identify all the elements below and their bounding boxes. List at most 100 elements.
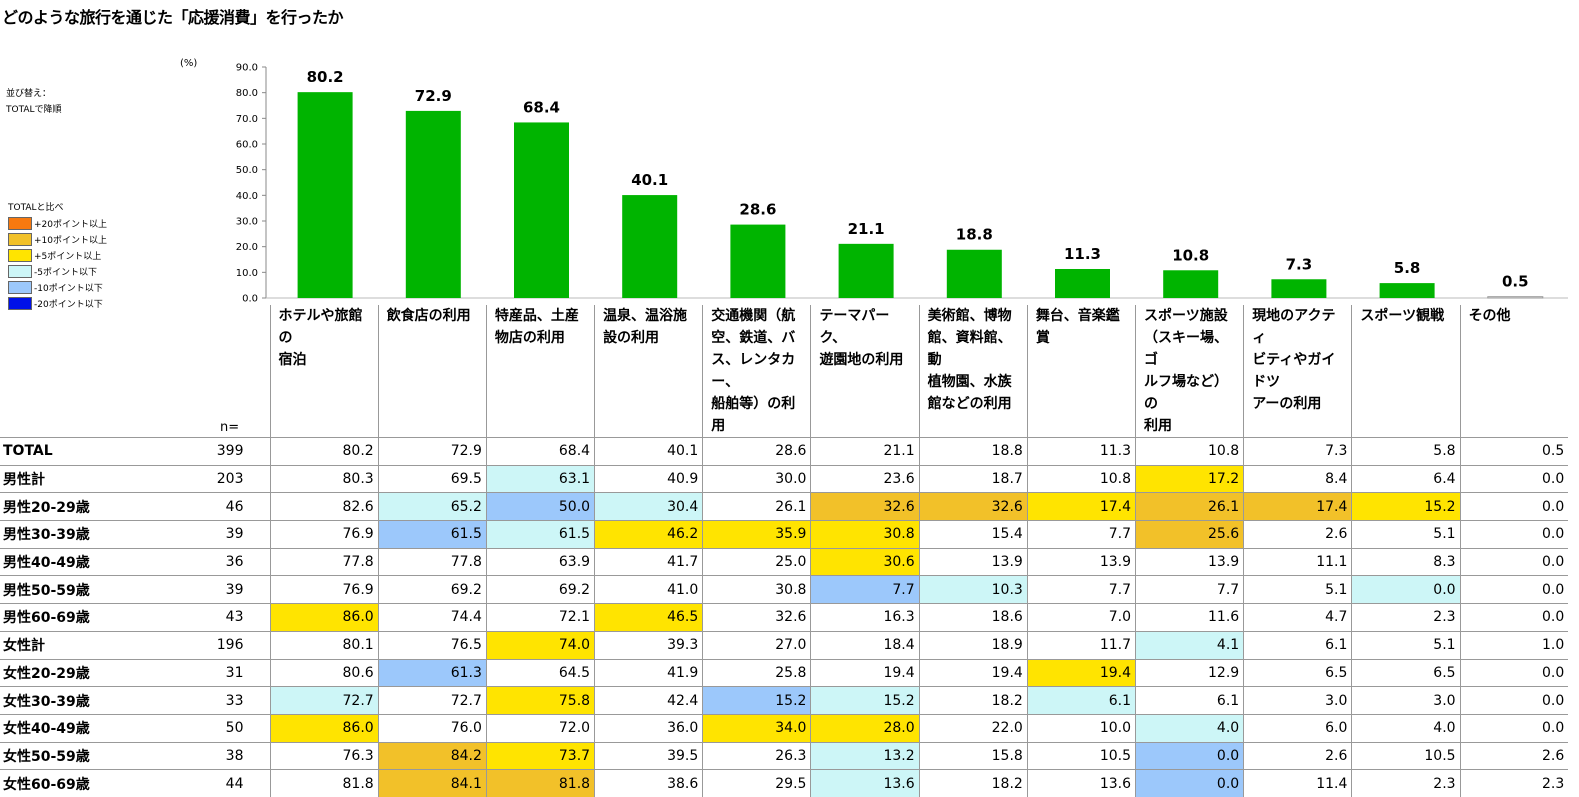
table-cell: 0.0 bbox=[1459, 686, 1569, 715]
table-cell: 6.4 bbox=[1351, 464, 1461, 493]
table-cell: 76.0 bbox=[377, 713, 487, 743]
row-label: 男性40-49歳 bbox=[0, 547, 150, 576]
table-cell: 80.6 bbox=[269, 658, 379, 687]
table-cell: 30.8 bbox=[702, 575, 811, 604]
table-cell: 18.7 bbox=[918, 464, 1028, 493]
table-cell: 7.7 bbox=[1026, 575, 1136, 604]
y-tick-label: 50.0 bbox=[236, 165, 258, 176]
table-cell: 41.7 bbox=[594, 547, 703, 576]
table-cell: 17.4 bbox=[1026, 492, 1136, 521]
y-tick-label: 90.0 bbox=[236, 63, 258, 74]
legend-label: +20ポイント以上 bbox=[34, 219, 107, 230]
table-cell: 84.2 bbox=[377, 741, 487, 770]
table-cell: 64.5 bbox=[485, 658, 595, 687]
table-cell: 80.1 bbox=[269, 630, 379, 659]
table-cell: 81.8 bbox=[485, 769, 595, 797]
bar-value-label: 11.3 bbox=[1064, 245, 1101, 263]
table-cell: 15.2 bbox=[702, 686, 811, 715]
row-label: 女性30-39歳 bbox=[0, 686, 150, 715]
table-cell: 13.9 bbox=[1134, 547, 1244, 576]
legend-swatch bbox=[8, 248, 32, 262]
table-cell: 19.4 bbox=[810, 658, 920, 687]
table-cell: 26.1 bbox=[702, 492, 811, 521]
row-n: 196 bbox=[150, 630, 270, 659]
row-label: 女性60-69歳 bbox=[0, 769, 150, 797]
table-cell: 6.1 bbox=[1026, 686, 1136, 715]
table-cell: 26.3 bbox=[702, 741, 811, 770]
table-cell: 29.5 bbox=[702, 769, 811, 797]
table-cell: 10.8 bbox=[1134, 437, 1244, 466]
table-cell: 72.1 bbox=[485, 603, 595, 632]
table-cell: 28.0 bbox=[810, 713, 920, 743]
table-cell: 13.9 bbox=[918, 547, 1028, 576]
table-cell: 32.6 bbox=[918, 492, 1028, 521]
table-cell: 0.0 bbox=[1134, 769, 1244, 797]
table-cell: 82.6 bbox=[269, 492, 379, 521]
table-cell: 5.1 bbox=[1351, 630, 1461, 659]
table-cell: 65.2 bbox=[377, 492, 487, 521]
table-cell: 10.5 bbox=[1351, 741, 1461, 770]
table-cell: 2.3 bbox=[1351, 603, 1461, 632]
column-header: ホテルや旅館の 宿泊 bbox=[269, 305, 379, 438]
legend-item: -10ポイント以下 bbox=[8, 279, 107, 295]
row-n: 399 bbox=[150, 437, 270, 466]
table-cell: 19.4 bbox=[1026, 658, 1136, 687]
bar-chart: 0.0 10.0 20.0 30.0 40.0 50.0 60.0 70.0 80.0 90.0 8… bbox=[236, 63, 1568, 305]
table-cell: 81.8 bbox=[269, 769, 379, 797]
bar bbox=[622, 195, 678, 298]
table-cell: 72.7 bbox=[377, 686, 487, 715]
column-header: スポーツ施設 （スキー場、ゴ ルフ場など）の 利用 bbox=[1134, 305, 1244, 438]
column-header: スポーツ観戦 bbox=[1351, 305, 1461, 438]
crosstab-table: n= ホテルや旅館の 宿泊 飲食店の利用 特産品、土産 物店の利用 温泉、温浴施 設の利… bbox=[0, 305, 1569, 797]
table-cell: 18.2 bbox=[918, 769, 1028, 797]
row-n: 46 bbox=[150, 492, 270, 521]
table-cell: 18.9 bbox=[918, 630, 1028, 659]
legend-item: +10ポイント以上 bbox=[8, 231, 107, 247]
table-cell: 4.1 bbox=[1134, 630, 1244, 659]
legend-item: -20ポイント以下 bbox=[8, 295, 107, 311]
bar-value-label: 68.4 bbox=[523, 98, 560, 116]
table-cell: 10.5 bbox=[1026, 741, 1136, 770]
table-header-row: n= ホテルや旅館の 宿泊 飲食店の利用 特産品、土産 物店の利用 温泉、温浴施 設の利… bbox=[0, 305, 1569, 438]
table-cell: 0.0 bbox=[1459, 575, 1569, 604]
table-cell: 32.6 bbox=[702, 603, 811, 632]
bar-value-label: 10.8 bbox=[1172, 246, 1209, 264]
table-cell: 13.6 bbox=[1026, 769, 1136, 797]
table-cell: 86.0 bbox=[269, 713, 379, 743]
row-n: 44 bbox=[150, 769, 270, 797]
y-tick-label: 10.0 bbox=[236, 268, 258, 279]
table-cell: 5.1 bbox=[1243, 575, 1352, 604]
column-header: 温泉、温浴施 設の利用 bbox=[594, 305, 703, 438]
bar-value-label: 7.3 bbox=[1286, 255, 1313, 273]
table-cell: 23.6 bbox=[810, 464, 920, 493]
table-cell: 68.4 bbox=[485, 437, 595, 466]
row-label: 男性20-29歳 bbox=[0, 492, 150, 521]
legend-label: -5ポイント以下 bbox=[34, 267, 97, 278]
table-cell: 30.0 bbox=[702, 464, 811, 493]
row-n: 50 bbox=[150, 713, 270, 743]
table-row: 女性30-39歳 33 72.7 72.7 75.8 42.4 15.2 15.2 18.2 6.… bbox=[0, 686, 1569, 715]
legend-label: -10ポイント以下 bbox=[34, 283, 103, 294]
table-cell: 72.0 bbox=[485, 713, 595, 743]
table-cell: 38.6 bbox=[594, 769, 703, 797]
row-label: 女性40-49歳 bbox=[0, 713, 150, 743]
bar bbox=[838, 243, 894, 298]
table-cell: 25.6 bbox=[1134, 520, 1244, 549]
table-cell: 39.3 bbox=[594, 630, 703, 659]
table-cell: 5.1 bbox=[1351, 520, 1461, 549]
y-tick-label: 70.0 bbox=[236, 114, 258, 125]
table-cell: 10.8 bbox=[1026, 464, 1136, 493]
y-tick-label: 60.0 bbox=[236, 140, 258, 151]
table-cell: 12.9 bbox=[1134, 658, 1244, 687]
table-cell: 18.8 bbox=[918, 437, 1028, 466]
bar bbox=[730, 224, 786, 298]
table-cell: 0.0 bbox=[1459, 547, 1569, 576]
table-cell: 17.2 bbox=[1134, 464, 1244, 493]
legend-item: +20ポイント以上 bbox=[8, 215, 107, 231]
column-header: テーマパーク、 遊園地の利用 bbox=[810, 305, 920, 438]
table-cell: 16.3 bbox=[810, 603, 920, 632]
table-cell: 18.4 bbox=[810, 630, 920, 659]
legend-swatch bbox=[8, 296, 32, 310]
table-cell: 74.4 bbox=[377, 603, 487, 632]
table-cell: 76.9 bbox=[269, 575, 379, 604]
